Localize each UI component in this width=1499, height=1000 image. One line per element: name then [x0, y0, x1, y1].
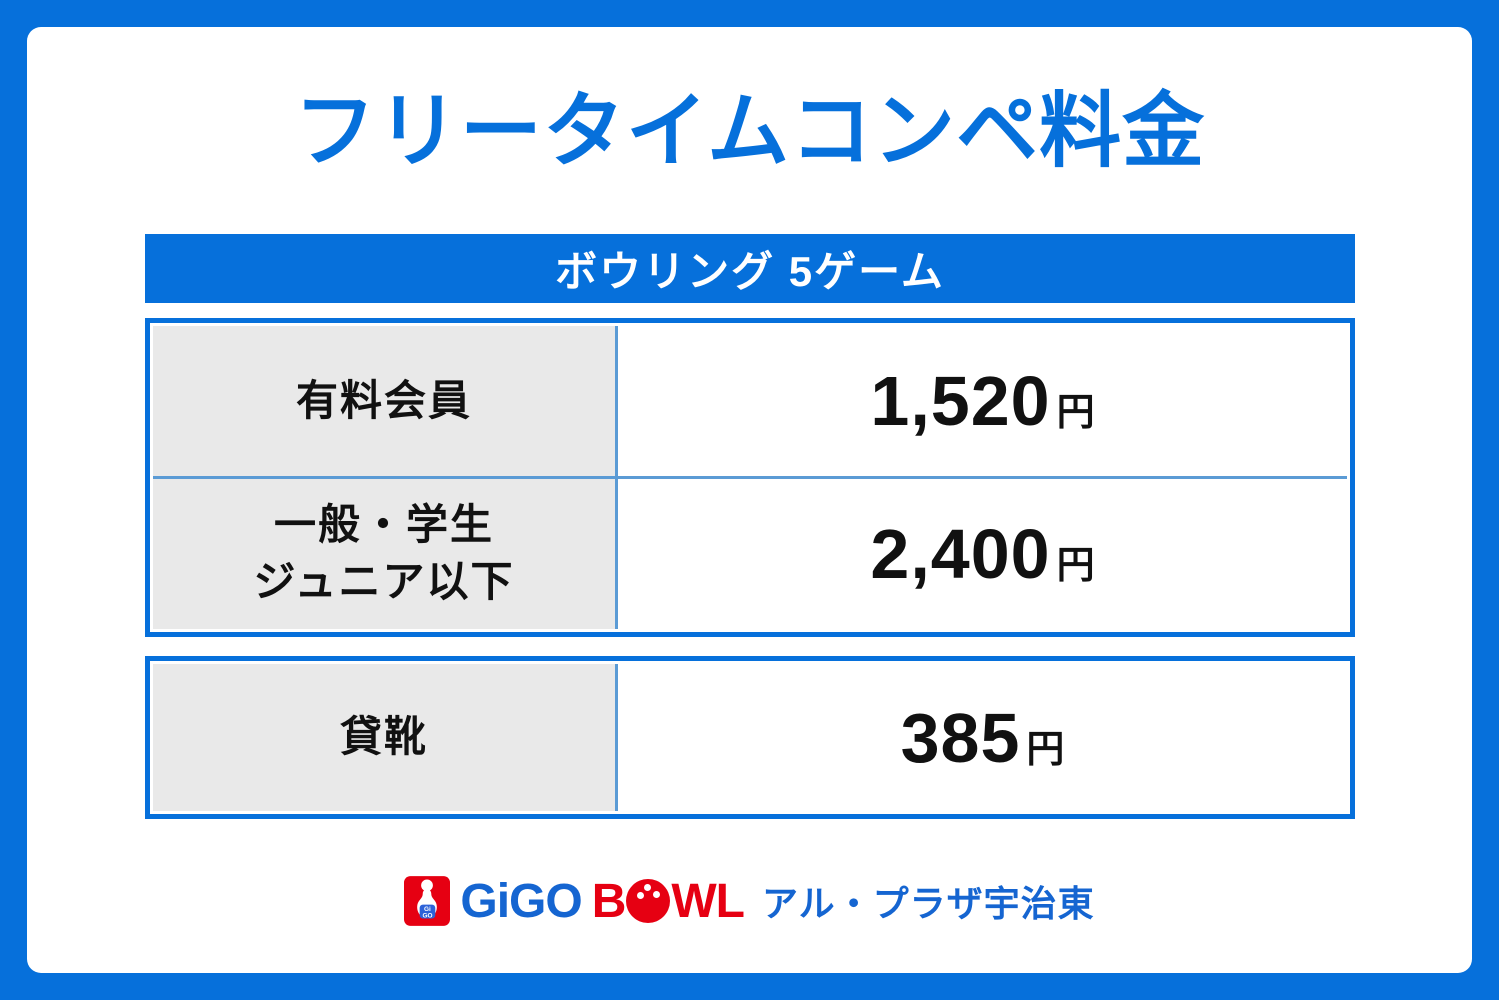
- bowl-prefix: B: [591, 874, 627, 928]
- row-label-paid-member: 有料会員: [153, 326, 618, 476]
- table-row: 貸靴 385 円: [153, 664, 1347, 811]
- row-label-text-line1: 一般・学生: [273, 501, 494, 549]
- gigo-badge-line2: GO: [423, 913, 433, 920]
- row-price-cell: 385 円: [618, 664, 1347, 811]
- finger-hole: [637, 892, 645, 899]
- price: 385 円: [901, 698, 1065, 778]
- price: 1,520 円: [870, 361, 1094, 441]
- section-header-label: ボウリング 5ゲーム: [555, 248, 945, 295]
- brand-bowl-wordmark: B WL: [591, 874, 745, 929]
- section-header-bar: ボウリング 5ゲーム: [145, 234, 1355, 303]
- brand-gigo-wordmark: GiGO: [460, 874, 582, 928]
- price: 2,400 円: [870, 514, 1094, 594]
- row-price-cell: 2,400 円: [618, 479, 1347, 629]
- pricing-card: フリータイムコンペ料金 ボウリング 5ゲーム 有料会員 1,520 円 一般・学…: [27, 27, 1472, 973]
- table-row: 有料会員 1,520 円: [153, 326, 1347, 476]
- price-unit: 円: [1056, 545, 1095, 587]
- finger-hole: [653, 891, 661, 898]
- store-location-label: アル・プラザ宇治東: [762, 883, 1095, 924]
- price-number: 2,400: [870, 515, 1051, 593]
- price-number: 385: [900, 698, 1021, 777]
- gigo-logo-icon: Gi GO: [404, 876, 451, 926]
- row-label-text-line2: ジュニア以下: [253, 558, 515, 605]
- finger-hole: [644, 884, 652, 891]
- row-label-shoe-rental: 貸靴: [153, 664, 618, 811]
- price-unit: 円: [1026, 728, 1065, 771]
- pricing-table-bowling: 有料会員 1,520 円 一般・学生 ジュニア以下 2,400 円: [145, 318, 1355, 637]
- pricing-table-shoe-rental: 貸靴 385 円: [145, 656, 1355, 819]
- table-row: 一般・学生 ジュニア以下 2,400 円: [153, 476, 1347, 629]
- bowling-ball-icon: [626, 879, 671, 923]
- row-label-general-student: 一般・学生 ジュニア以下: [153, 479, 618, 629]
- price-number: 1,520: [870, 362, 1051, 440]
- page-title: フリータイムコンペ料金: [293, 86, 1206, 177]
- brand-footer: Gi GO GiGO B WL アル・プラザ宇治東: [27, 865, 1472, 937]
- row-label-text: 有料会員: [295, 376, 472, 424]
- row-price-cell: 1,520 円: [618, 326, 1347, 476]
- gigo-badge-line1: Gi: [424, 906, 431, 913]
- row-label-text: 貸靴: [339, 713, 428, 761]
- price-unit: 円: [1056, 392, 1095, 434]
- bowl-suffix: WL: [671, 874, 745, 928]
